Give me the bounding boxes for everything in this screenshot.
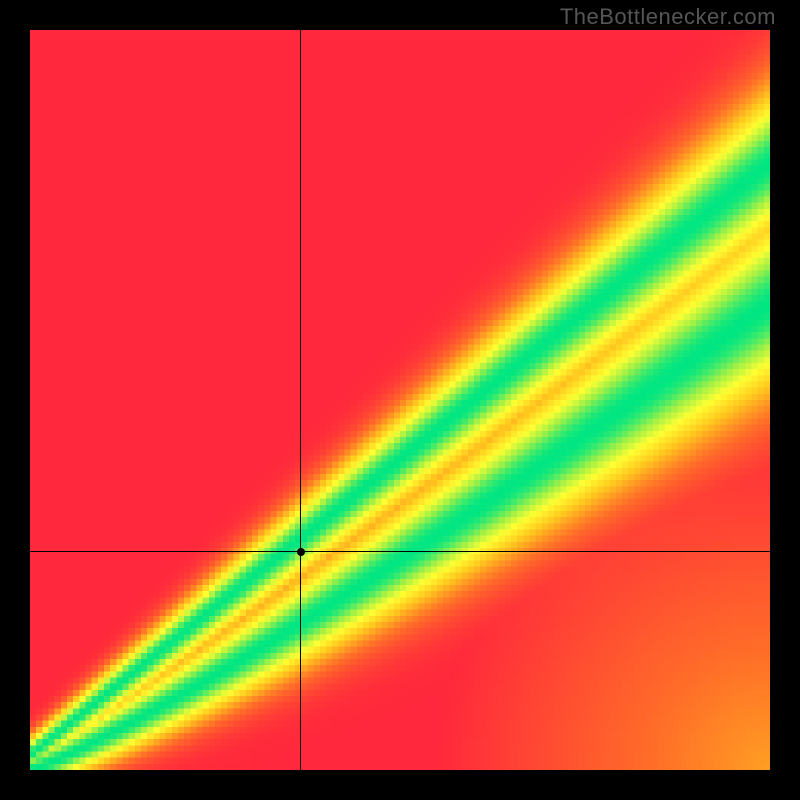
crosshair-vertical: [300, 30, 301, 770]
chart-container: { "watermark": { "text": "TheBottlenecke…: [0, 0, 800, 800]
data-point-marker: [297, 548, 305, 556]
bottleneck-heatmap: [30, 30, 770, 770]
watermark-text: TheBottlenecker.com: [560, 4, 776, 30]
crosshair-horizontal: [30, 551, 770, 552]
